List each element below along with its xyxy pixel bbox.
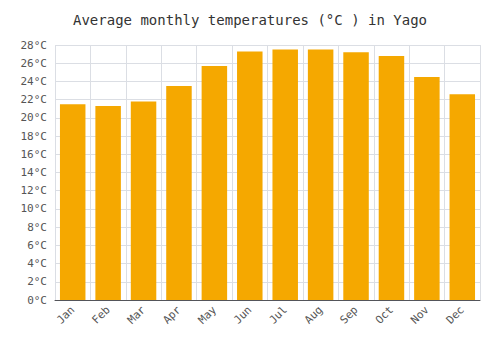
svg-text:14°C: 14°C (21, 166, 48, 179)
svg-text:Apr: Apr (160, 303, 183, 326)
svg-text:Jan: Jan (54, 303, 77, 326)
svg-text:Dec: Dec (444, 303, 467, 326)
svg-text:Jul: Jul (267, 303, 290, 326)
svg-text:22°C: 22°C (21, 93, 48, 106)
svg-text:Feb: Feb (89, 303, 112, 326)
svg-text:2°C: 2°C (27, 275, 47, 288)
svg-text:0°C: 0°C (27, 294, 47, 307)
svg-text:Aug: Aug (302, 303, 325, 326)
svg-text:6°C: 6°C (27, 239, 47, 252)
svg-text:10°C: 10°C (21, 202, 48, 215)
svg-text:Mar: Mar (125, 303, 148, 326)
svg-text:12°C: 12°C (21, 184, 48, 197)
svg-text:8°C: 8°C (27, 221, 47, 234)
svg-text:Average monthly temperatures (: Average monthly temperatures (°C ) in Ya… (73, 12, 427, 28)
svg-text:Sep: Sep (337, 303, 360, 326)
svg-text:Oct: Oct (373, 303, 396, 326)
svg-text:18°C: 18°C (21, 130, 48, 143)
svg-text:16°C: 16°C (21, 148, 48, 161)
svg-text:24°C: 24°C (21, 75, 48, 88)
svg-text:Jun: Jun (231, 303, 254, 326)
svg-text:26°C: 26°C (21, 57, 48, 70)
svg-text:May: May (196, 303, 219, 326)
svg-text:20°C: 20°C (21, 111, 48, 124)
svg-text:28°C: 28°C (21, 39, 48, 52)
svg-text:Nov: Nov (408, 303, 431, 326)
svg-text:4°C: 4°C (27, 257, 47, 270)
